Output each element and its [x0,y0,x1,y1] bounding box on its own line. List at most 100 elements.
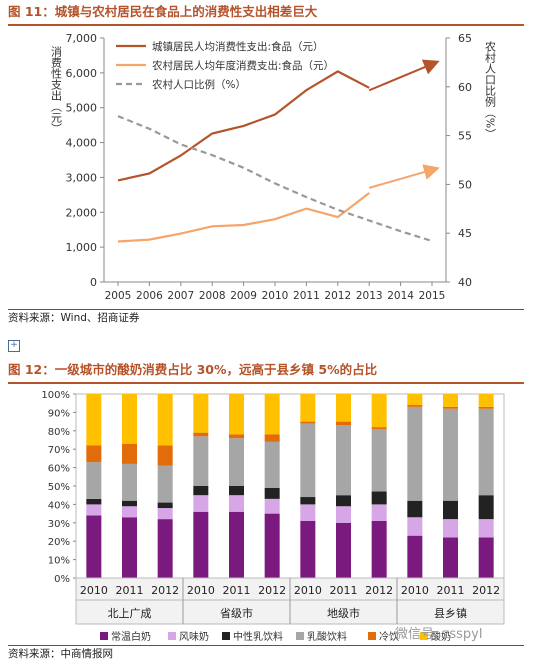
wechat-watermark: 微信号: zsspyl [395,627,483,642]
bar-segment-0 [264,513,280,578]
plot-area [75,393,505,579]
series-line-2 [117,115,433,243]
bar-segment-2 [122,500,137,507]
bar-segment-5 [300,394,316,422]
group-label: 地级市 [327,606,360,620]
x-tick-label: 2012 [365,584,393,597]
x-tick-label: 2010 [401,584,429,597]
y-axis-title-right: 农村人口比例（%） [484,39,497,139]
y-tick-label-right: 45 [458,227,472,240]
bar-segment-1 [264,498,280,514]
legend-label-0: 城镇居民人均消费性支出:食品（元） [152,40,324,53]
x-tick-label: 2013 [356,290,383,302]
bar-segment-1 [478,519,494,538]
y-tick-label-left: 1,000 [66,241,98,254]
figure-11-title: 图 11：城镇与农村居民在食品上的消费性支出相差巨大 [8,2,524,26]
x-tick-label: 2009 [230,290,257,302]
legend-label-0: 常温白奶 [111,630,151,642]
series-line-1 [117,192,370,243]
bar-segment-5 [122,394,137,444]
group-label: 省级市 [220,606,253,620]
y-tick-label-left: 2,000 [66,206,98,219]
bar-segment-4 [86,445,102,463]
bar-segment-0 [371,520,387,578]
y-tick-label-left: 0 [90,276,97,289]
bar-segment-1 [407,517,423,536]
bar-segment-3 [407,406,423,501]
bar-segment-1 [336,506,351,523]
series-line-0 [117,70,370,182]
bar-segment-4 [443,406,458,409]
y-tick-label-right: 65 [458,32,472,45]
x-tick-label: 2006 [136,290,163,302]
x-tick-label: 2010 [262,290,289,302]
bar-segment-0 [193,511,209,578]
figure-12-title: 图 12：一级城市的酸奶消费占比 30%，远高于县乡镇 5%的占比 [8,360,524,384]
bar-segment-1 [371,504,387,521]
y-tick-label: 10% [48,556,70,567]
move-handle-icon[interactable]: + [8,340,20,352]
y-tick-label-left: 3,000 [66,171,98,184]
bar-segment-1 [229,495,244,512]
bar-segment-5 [336,394,351,422]
legend-swatch-3 [296,632,304,640]
x-tick-label: 2011 [223,584,251,597]
bar-segment-4 [336,421,351,426]
y-tick-label: 100% [41,390,70,401]
bar-segment-4 [300,421,316,424]
bar-segment-3 [86,462,102,499]
bar-segment-5 [86,394,102,446]
bar-segment-3 [157,465,173,503]
y-tick-label-right: 40 [458,276,472,289]
x-tick-label: 2012 [258,584,286,597]
x-tick-label: 2010 [187,584,215,597]
bar-segment-2 [86,498,102,505]
x-tick-label: 2005 [105,290,132,302]
x-tick-label: 2011 [330,584,358,597]
legend-swatch-4 [368,632,376,640]
bar-segment-1 [443,519,458,538]
legend-label-1: 风味奶 [179,631,209,642]
bar-segment-0 [86,515,102,578]
bar-segment-3 [371,428,387,492]
bar-segment-4 [229,434,244,439]
bar-segment-5 [371,394,387,428]
bar-segment-3 [229,438,244,486]
bar-segment-4 [264,434,280,442]
bar-segment-0 [229,511,244,578]
y-tick-label: 0% [54,574,70,585]
group-label: 北上广成 [108,607,152,620]
figure-11-source: 资料来源：Wind、招商证券 [8,309,524,326]
bar-segment-3 [264,441,280,488]
bar-segment-2 [443,500,458,520]
stacked-bar-chart-dairy-share: 0% 10% 20% 30% 40% 50% 60% 70% 80% 90% 100% 2010 201… [41,390,505,642]
y-tick-label-left: 7,000 [66,32,98,45]
y-tick-label: 50% [48,482,70,493]
bar-segment-1 [122,506,137,518]
y-tick-label-right: 50 [458,178,472,191]
bar-segment-1 [157,508,173,520]
bar-segment-2 [264,487,280,499]
bar-segment-5 [264,394,280,435]
legend-swatch-1 [168,632,176,640]
legend-label-1: 农村居民人均年度消费支出:食品（元） [152,59,334,72]
bar-segment-2 [193,486,209,496]
y-tick-label: 80% [48,427,70,438]
bar-segment-0 [336,522,351,578]
bar-segment-2 [478,495,494,520]
bar-segment-5 [193,394,209,433]
x-tick-label: 2014 [387,290,414,302]
bar-segment-4 [193,432,209,437]
bar-segment-2 [229,486,244,496]
x-tick-label: 2015 [419,290,446,302]
legend-swatch-2 [222,632,230,640]
x-tick-label: 2011 [437,584,465,597]
bar-segment-3 [478,408,494,496]
bar-segment-3 [193,436,209,486]
trend-arrow-0 [368,59,440,92]
y-tick-label: 30% [48,519,70,530]
legend-label-5: 酸奶 [431,630,451,642]
bar-segment-1 [300,504,316,521]
bar-segment-2 [300,497,316,505]
x-tick-label: 2012 [472,584,500,597]
